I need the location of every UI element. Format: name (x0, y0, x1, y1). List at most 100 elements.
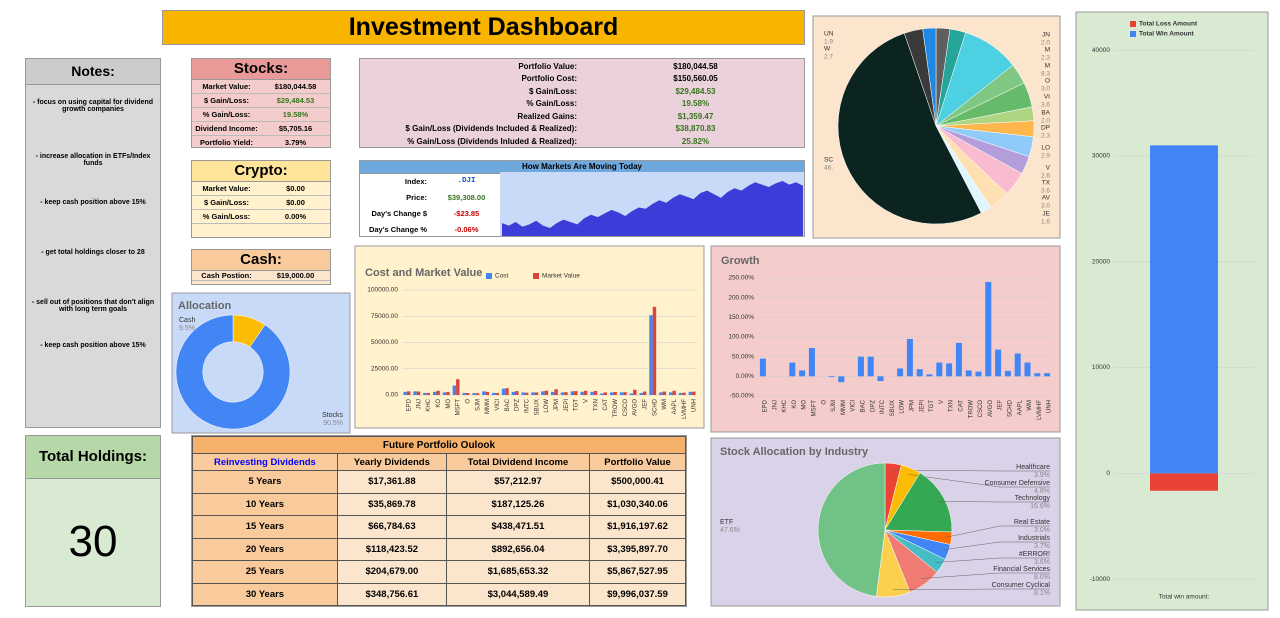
y-tick-label: 40000 (1092, 47, 1110, 54)
column-header: Portfolio Value (589, 453, 686, 471)
slice-value: 2.0 (1041, 40, 1050, 47)
bar (639, 392, 643, 395)
kv-label: Market Value: (202, 82, 251, 91)
slice-value: 46. (824, 165, 833, 172)
slice-value: 3.0 (1041, 203, 1050, 210)
x-tick-label: MO (802, 400, 808, 410)
legend-label: Cost (495, 273, 509, 280)
slice-value: 2.3 (1041, 133, 1050, 140)
kv-row: Cash Postion: $19,000.00 (192, 271, 330, 281)
slice-label: VI (1044, 94, 1050, 101)
y-tick-label: 200.00% (728, 294, 754, 301)
bar (583, 390, 588, 395)
chart-title: Growth (721, 255, 760, 267)
cell: 15 Years (192, 515, 338, 539)
kv-label: $ Gain/Loss: (528, 86, 577, 96)
kv-value: 3.79% (284, 138, 307, 147)
x-tick-label: DPZ (870, 400, 876, 412)
x-tick-label: WM (662, 399, 668, 410)
bar (1150, 145, 1218, 474)
x-tick-label: TROW (968, 400, 974, 419)
bar (678, 392, 683, 395)
bar (799, 370, 806, 377)
leader-line (938, 501, 1050, 503)
bar (936, 362, 943, 377)
kv-value: $0.00 (286, 184, 305, 193)
column-header: Yearly Dividends (336, 453, 447, 471)
bar (534, 392, 539, 395)
slice-label: BA (1041, 110, 1050, 117)
kv-label: Day's Change % (368, 225, 427, 235)
kv-row: Day's Change $ -$23.85 (360, 206, 500, 222)
slice-value: 3.6 (1041, 102, 1050, 109)
x-tick-label: AAPL (1017, 399, 1023, 415)
row: 10 Years $35,869.78 $187,125.26 $1,030,340.… (192, 492, 686, 516)
row: 30 Years $348,756.61 $3,044,589.49 $9,996,0… (192, 582, 686, 606)
bar (692, 391, 696, 395)
x-tick-label: TXN (949, 400, 955, 412)
x-tick-label: JEPI (919, 400, 925, 413)
cash-panel: Cash: Cash Postion: $19,000.00 (191, 249, 331, 285)
cell: 25 Years (192, 560, 338, 584)
bar (668, 392, 673, 395)
bar (515, 391, 519, 395)
x-tick-label: UNH (692, 399, 698, 412)
kv-label: Price: (406, 192, 427, 202)
dashboard-title: Investment Dashboard (162, 10, 805, 45)
x-tick-label: LVMHF (682, 399, 688, 419)
bar (857, 356, 864, 377)
slice-value: 8.0% (1034, 574, 1050, 581)
pie-slice (884, 472, 953, 533)
slice-label: M (1045, 63, 1050, 70)
bar (531, 392, 535, 395)
x-tick-label: VICI (495, 399, 501, 411)
x-tick-label: AVGO (988, 400, 994, 417)
bar (613, 392, 617, 395)
bar (906, 338, 913, 377)
note: - keep cash position above 15% (40, 199, 146, 206)
kv-value: 0.00% (284, 212, 307, 221)
x-tick-label: TXN (593, 399, 599, 411)
y-tick-label: 25000.00 (371, 365, 398, 372)
holdings-title: Total Holdings: (26, 436, 160, 479)
slice-value: 3.0 (1041, 86, 1050, 93)
legend-label: Market Value (542, 273, 580, 280)
bar (955, 342, 962, 377)
kv-label: % Gain/Loss: (526, 99, 577, 109)
bar (995, 349, 1002, 377)
kv-label: $ Gain/Loss (Dividends Included & Realiz… (405, 124, 577, 134)
chart-title: Stock Allocation by Industry (720, 446, 869, 458)
slice-value: 3.0% (1034, 527, 1050, 534)
bar (649, 315, 653, 395)
slice-label: UN (824, 31, 834, 38)
bar (432, 391, 437, 395)
x-tick-label: JPM (554, 399, 560, 411)
x-tick-label: KO (792, 400, 798, 409)
bar (603, 392, 608, 395)
cell: 5 Years (192, 470, 338, 494)
x-tick-label: O (821, 400, 827, 405)
y-tick-label: 10000 (1092, 364, 1110, 371)
bar (501, 388, 506, 395)
x-tick-label: INTC (524, 398, 530, 413)
x-tick-label: TGT (929, 400, 935, 412)
stocks-panel: Stocks: Market Value: $180,044.58 $ Gain/Lo… (191, 58, 331, 148)
slice-value: 1.6 (1041, 219, 1050, 226)
notes-panel: Notes: - focus on using capital for divi… (25, 58, 161, 428)
x-tick-label: CSCO (978, 400, 984, 418)
kv-label: $ Gain/Loss: (203, 198, 249, 207)
header-row: Reinvesting Dividends Yearly Dividends Tot… (192, 453, 686, 471)
slice-label: LO (1041, 145, 1050, 152)
slice-value: 47.6% (720, 527, 740, 534)
bar (413, 391, 417, 395)
bar (564, 392, 568, 395)
slice-label: Financial Services (993, 566, 1050, 573)
x-tick-label: TROW (613, 399, 619, 418)
kv-value: 25.82% (681, 136, 710, 146)
x-tick-label: KHC (782, 399, 788, 412)
column-header: Total Dividend Income (445, 453, 591, 471)
slice-value: 2.6 (1041, 173, 1050, 180)
leader-line (908, 474, 1050, 488)
